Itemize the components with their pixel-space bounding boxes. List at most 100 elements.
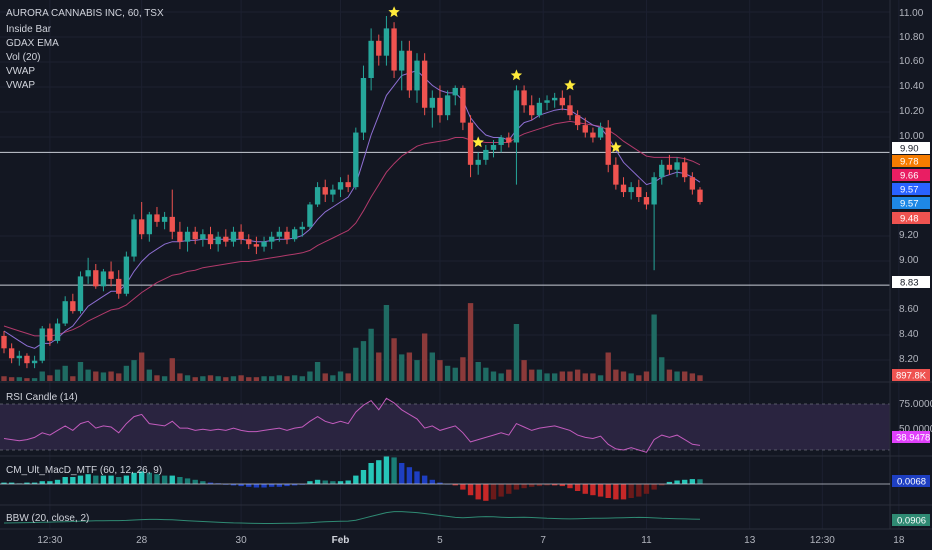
macd-bar	[659, 484, 665, 486]
candle-body	[169, 216, 175, 232]
volume-bar	[1, 376, 7, 381]
candle-body	[490, 144, 497, 150]
candle-body	[154, 214, 160, 222]
bbw-title[interactable]: BBW (20, close, 2)	[6, 513, 89, 524]
candle-body	[16, 355, 22, 359]
rsi-tick: 75.0000	[899, 399, 932, 410]
candle-body	[223, 236, 229, 242]
macd-bar	[399, 463, 405, 484]
candle-body	[207, 234, 214, 245]
macd-bar	[1, 482, 7, 484]
tag-9-66: 9.66	[900, 171, 919, 182]
macd-bar	[291, 484, 298, 486]
macd-bar	[345, 480, 351, 484]
candle-body	[620, 184, 627, 193]
volume-bar	[574, 369, 581, 381]
volume-bar	[299, 376, 305, 381]
tag-bg	[892, 155, 930, 167]
symbol-title[interactable]: AURORA CANNABIS INC, 60, TSX	[6, 8, 164, 19]
macd-bar	[437, 482, 443, 484]
macd-bar	[406, 467, 413, 484]
macd-bar	[169, 475, 175, 484]
macd-bar	[590, 484, 596, 496]
macd-bar	[100, 475, 107, 484]
macd-bar	[414, 471, 420, 484]
macd-title[interactable]: CM_Ult_MacD_MTF (60, 12, 26, 9)	[6, 465, 162, 476]
candle-body	[1, 335, 7, 349]
volume-bar	[368, 328, 374, 381]
candle-body	[353, 132, 359, 188]
tag-bg	[892, 169, 930, 181]
candle-body	[215, 236, 221, 245]
candle-body	[177, 231, 183, 242]
horizontal-levels[interactable]	[0, 151, 890, 286]
volume-bar	[31, 378, 38, 381]
price-axis[interactable]: 11.00 10.80 10.60 10.40 10.20 10.00 9.20…	[899, 8, 924, 365]
price-tick: 10.80	[899, 32, 924, 43]
rsi-title[interactable]: RSI Candle (14)	[6, 392, 78, 403]
volume-bar	[131, 360, 137, 381]
indicator-vwap-2[interactable]: VWAP	[6, 80, 35, 91]
bbw-line	[3, 511, 701, 524]
volume-bars	[1, 303, 703, 381]
volume-bar	[506, 369, 512, 381]
macd-bar	[383, 456, 390, 484]
candle-body	[674, 162, 680, 170]
level-tag-9-90: 9.90	[900, 144, 919, 155]
price-tick: 10.00	[899, 131, 924, 142]
macd-bar	[192, 479, 198, 484]
volume-bar	[498, 373, 504, 381]
time-tick: 12:30	[37, 535, 62, 546]
volume-bar	[406, 352, 413, 381]
candle-body	[31, 360, 38, 364]
volume-bar	[559, 371, 566, 381]
macd-bar	[529, 484, 535, 487]
macd-bar	[8, 482, 15, 484]
candle-body	[567, 105, 573, 116]
candle-body	[276, 231, 283, 237]
candle-body	[269, 236, 275, 242]
tag-bg	[892, 197, 930, 209]
macd-bar	[697, 479, 703, 484]
volume-bar	[70, 376, 76, 381]
macd-bar	[376, 460, 382, 484]
candle-body	[131, 219, 137, 257]
candle-body	[62, 301, 68, 324]
indicator-vwap[interactable]: VWAP	[6, 66, 35, 77]
candle-body	[116, 278, 122, 294]
candle-body	[529, 105, 535, 116]
macd-bar	[161, 475, 168, 484]
tag-bg	[892, 276, 930, 288]
macd-bar	[651, 484, 657, 490]
macd-bar	[207, 482, 214, 484]
macd-bar	[498, 484, 504, 497]
macd-bar	[429, 479, 435, 484]
candle-body	[24, 355, 30, 364]
volume-bar	[544, 373, 550, 381]
volume-bar	[246, 377, 252, 381]
candle-body	[659, 164, 665, 178]
volume-bar	[138, 352, 145, 381]
macd-bar	[513, 484, 520, 490]
price-tick: 9.20	[899, 230, 919, 241]
volume-bar	[93, 371, 99, 381]
volume-bar	[383, 305, 390, 381]
candle-body	[666, 164, 673, 170]
candle-body	[192, 231, 198, 240]
indicator-inside-bar[interactable]: Inside Bar	[6, 24, 52, 35]
tag-bg	[892, 212, 930, 224]
volume-tag: 897.8K	[896, 371, 927, 382]
bbw-value-tag: 0.0906	[897, 516, 926, 527]
volume-bar	[230, 376, 237, 381]
indicator-gdax-ema[interactable]: GDAX EMA	[6, 38, 59, 49]
volume-bar	[8, 377, 15, 381]
macd-bar	[506, 484, 512, 494]
volume-bar	[605, 352, 611, 381]
candle-body	[437, 97, 443, 116]
candle-body	[100, 271, 107, 287]
candle-body	[291, 229, 298, 240]
indicator-volume[interactable]: Vol (20)	[6, 52, 40, 63]
candle-body	[697, 189, 703, 202]
